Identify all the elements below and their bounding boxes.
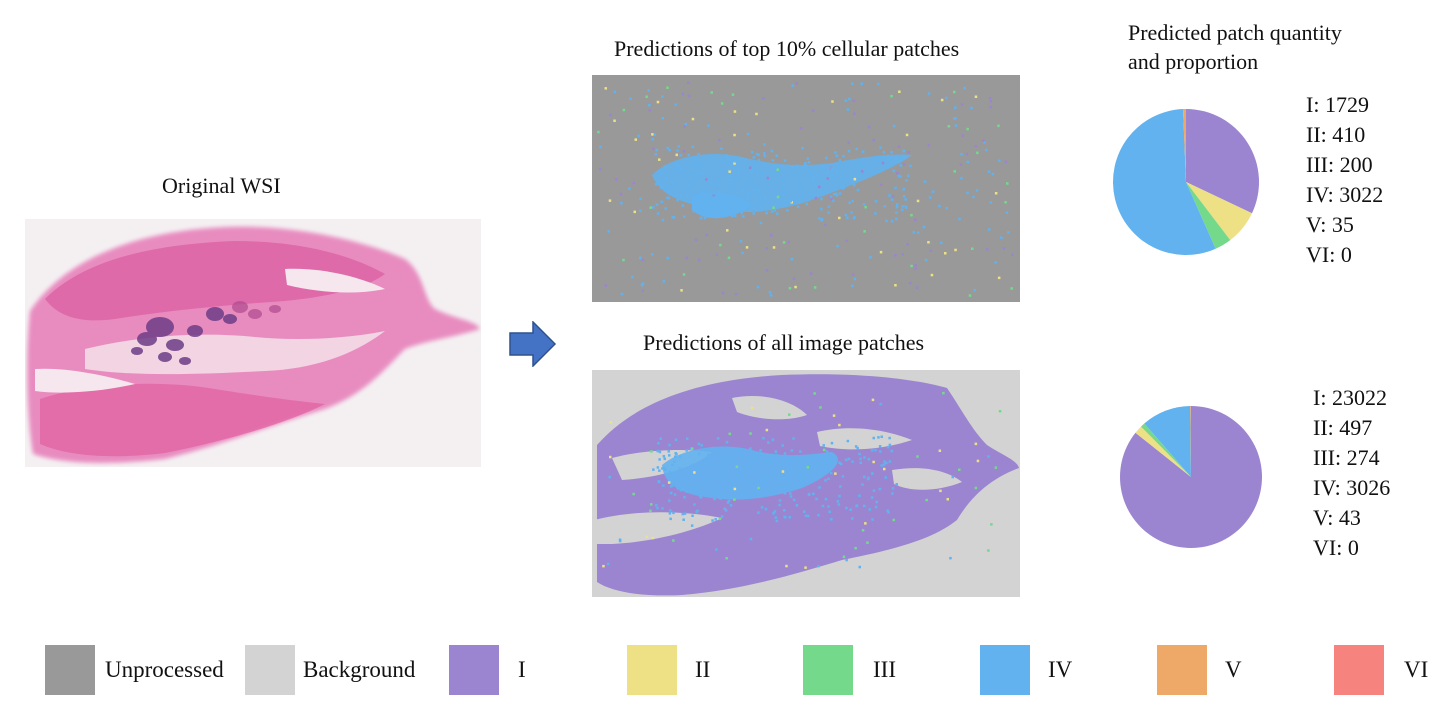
legend-swatch — [627, 645, 677, 695]
legend-class-III: III — [803, 645, 913, 695]
pie-slice-III — [1186, 182, 1231, 249]
legend-class-IV: IV — [980, 645, 1090, 695]
counts-bottom: I: 23022 II: 497 III: 274 IV: 3026 V: 43… — [1313, 383, 1390, 563]
legend-class-II: II — [627, 645, 727, 695]
count-label: II: 410 — [1306, 122, 1366, 147]
pie-slice-I — [1186, 109, 1259, 214]
pie-chart-bottom — [1120, 406, 1262, 548]
pie-slice-III — [1140, 423, 1191, 477]
legend-label: I — [518, 657, 526, 682]
legend-class-VI: VI — [1334, 645, 1434, 695]
legend-swatch — [245, 645, 295, 695]
count-label: IV: 3022 — [1306, 182, 1384, 207]
legend-swatch — [980, 645, 1030, 695]
count-label: III: 274 — [1313, 445, 1380, 470]
pie-slice-IV — [1113, 109, 1216, 256]
count-label: VI: 0 — [1313, 535, 1359, 560]
count-label: IV: 3026 — [1313, 475, 1391, 500]
pie-slice-II — [1135, 426, 1191, 477]
pie-title-line1: Predicted patch quantity — [1128, 20, 1342, 45]
legend-label: V — [1225, 657, 1242, 682]
pie-slice-V — [1183, 109, 1186, 182]
right-arrow-icon — [509, 321, 557, 367]
count-label: II: 497 — [1313, 415, 1373, 440]
legend-unprocessed: Unprocessed — [45, 645, 245, 695]
pie-title-line2: and proportion — [1128, 49, 1259, 74]
count-label: I: 1729 — [1306, 92, 1369, 117]
count-label: I: 23022 — [1313, 385, 1387, 410]
legend-label: VI — [1404, 657, 1429, 682]
bottom-panel-title: Predictions of all image patches — [643, 330, 925, 355]
counts-top: I: 1729 II: 410 III: 200 IV: 3022 V: 35 … — [1306, 90, 1383, 270]
top-panel-title: Predictions of top 10% cellular patches — [614, 36, 960, 61]
count-label: III: 200 — [1306, 152, 1373, 177]
legend-swatch — [1157, 645, 1207, 695]
pie-chart-top — [1113, 109, 1259, 256]
original-wsi-image — [25, 219, 481, 467]
legend-label: Unprocessed — [105, 657, 224, 682]
count-label: VI: 0 — [1306, 242, 1352, 267]
legend-label: IV — [1048, 657, 1073, 682]
top-predictions-map — [592, 75, 1020, 302]
count-label: V: 35 — [1306, 212, 1354, 237]
legend-swatch — [1334, 645, 1384, 695]
count-label: V: 43 — [1313, 505, 1361, 530]
legend-class-I: I — [449, 645, 549, 695]
pie-slice-II — [1186, 182, 1252, 241]
legend-background: Background — [245, 645, 445, 695]
legend-swatch — [45, 645, 95, 695]
bottom-predictions-map — [592, 370, 1020, 597]
legend-label: Background — [303, 657, 416, 682]
legend-label: II — [695, 657, 711, 682]
original-wsi-title: Original WSI — [162, 173, 281, 198]
legend-label: III — [873, 657, 896, 682]
pie-slice-IV — [1144, 406, 1191, 477]
legend-swatch — [449, 645, 499, 695]
legend-swatch — [803, 645, 853, 695]
legend-class-V: V — [1157, 645, 1257, 695]
